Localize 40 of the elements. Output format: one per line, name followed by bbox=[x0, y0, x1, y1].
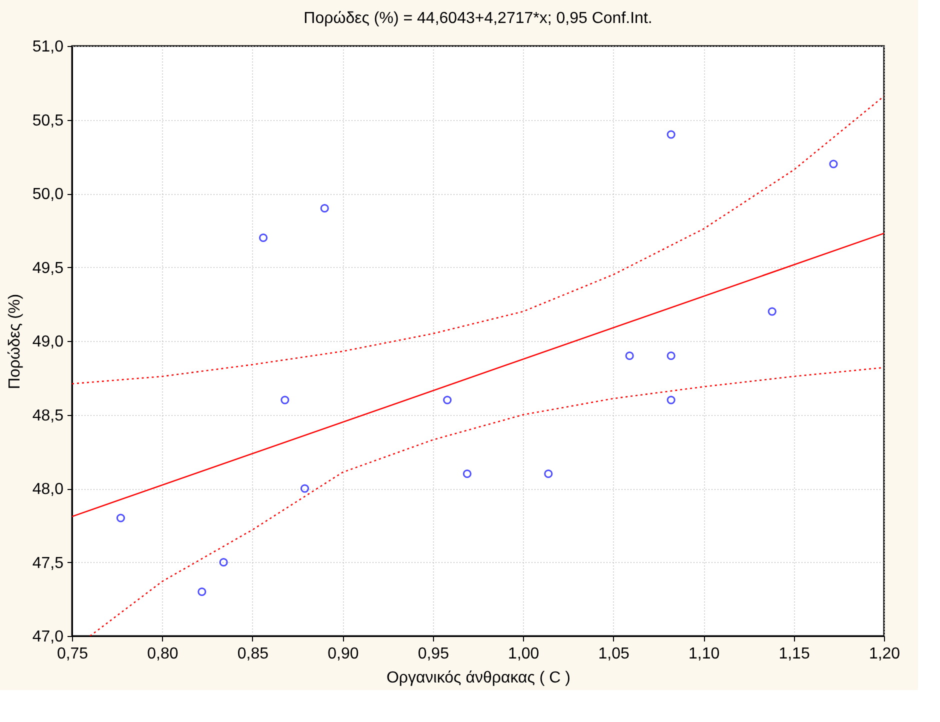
point bbox=[462, 469, 472, 478]
x-tick-label: 0,95 bbox=[418, 646, 450, 662]
x-tick-label: 1,10 bbox=[688, 646, 720, 662]
point bbox=[666, 130, 676, 139]
y-tick-label: 49,0 bbox=[32, 334, 64, 350]
y-tick-label: 48,5 bbox=[32, 407, 64, 424]
point bbox=[198, 587, 206, 596]
point bbox=[258, 233, 268, 242]
x-tick-label: 1,20 bbox=[868, 646, 900, 662]
x-tick-label: 1,00 bbox=[508, 646, 540, 662]
point bbox=[300, 484, 310, 493]
point bbox=[829, 160, 838, 168]
y-axis-title: Πορώδες (%) bbox=[6, 294, 24, 390]
y-tick-label: 50,5 bbox=[32, 112, 64, 130]
line-series bbox=[72, 96, 884, 384]
x-tick-label: 1,15 bbox=[778, 646, 810, 662]
x-tick-label: 0,85 bbox=[237, 646, 269, 662]
y-tick-label: 51,0 bbox=[32, 38, 64, 56]
point bbox=[219, 558, 228, 567]
line-series bbox=[89, 366, 884, 636]
x-tick-label: 1,05 bbox=[598, 646, 630, 662]
point bbox=[625, 351, 634, 360]
x-tick-label: 0,75 bbox=[56, 646, 88, 662]
point bbox=[280, 396, 290, 404]
y-tick-label: 48,0 bbox=[32, 481, 64, 498]
y-tick-label: 47,5 bbox=[32, 554, 64, 572]
point bbox=[544, 469, 553, 478]
y-tick-label: 50,0 bbox=[32, 186, 64, 203]
x-tick-label: 0,80 bbox=[147, 646, 178, 662]
point bbox=[768, 307, 776, 316]
chart-title: Πορώδες (%) = 44,6043+4,2717*x; 0,95 Conf.Int. bbox=[304, 10, 652, 27]
point bbox=[443, 396, 452, 404]
point bbox=[116, 514, 126, 522]
point bbox=[666, 396, 676, 404]
x-axis-title: Οργανικός άνθρακας ( C ) bbox=[386, 670, 571, 686]
y-tick-label: 47,0 bbox=[32, 628, 64, 646]
y-tick-label: 49,5 bbox=[32, 260, 64, 277]
point bbox=[666, 351, 676, 360]
point bbox=[320, 204, 329, 213]
x-tick-label: 0,90 bbox=[328, 646, 359, 662]
